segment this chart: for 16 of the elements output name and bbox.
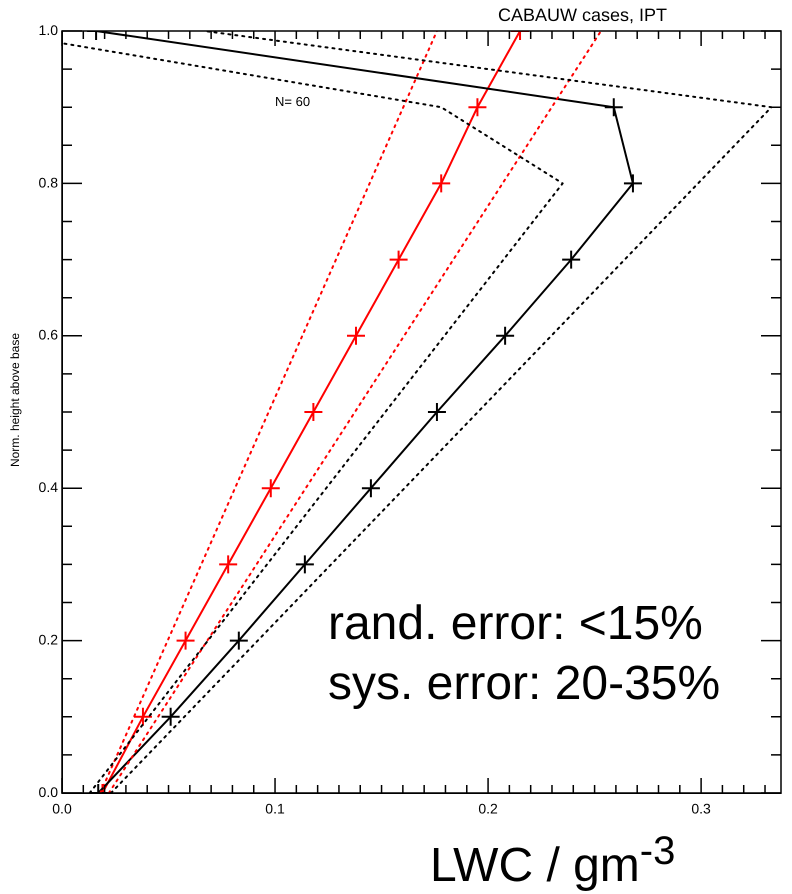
x-tick-label: 0.2 [478,800,498,816]
annotation: rand. error: <15% [328,597,703,650]
y-tick-label: 0.4 [38,479,58,496]
y-axis-title: Norm. height above base [8,332,22,468]
x-tick-label: 0.1 [265,800,285,816]
y-tick-label: 0.8 [38,174,58,190]
x-tick-label: 0.3 [691,800,712,816]
y-tick-label: 0.6 [38,326,58,343]
x-tick-label: 0.0 [52,800,72,816]
y-tick-label: 0.2 [38,631,58,648]
y-tick-label: 1.0 [38,22,58,38]
y-tick-label: 0.0 [38,784,58,800]
chart-title: CABAUW cases, IPT [498,5,668,25]
annotation: N= 60 [275,94,310,109]
annotation: sys. error: 20-35% [328,657,720,710]
x-axis-title: LWC / gm$^{-3}$ [430,828,676,894]
